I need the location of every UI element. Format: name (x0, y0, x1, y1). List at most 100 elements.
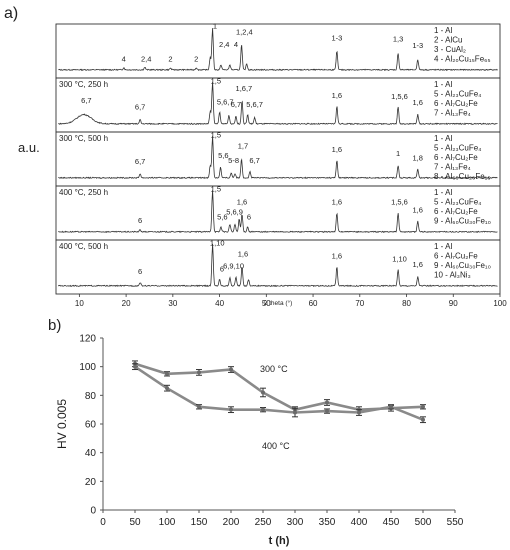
phase-legend-entry: 9 - Al₆₀Cu₃₀Fe₁₀ (434, 217, 491, 226)
phase-legend-entry: 2 - AlCu (434, 36, 462, 45)
xrd-panel: 12,4 41,2,41-3 1,31-34 2,4 2 21 - Al2 - AlCu3… (55, 21, 507, 308)
y-tick-label: 40 (85, 448, 97, 459)
peak-label: 4 (234, 40, 238, 49)
peak-label: 1,6 (332, 197, 342, 206)
x-tick-label: 150 (191, 517, 208, 528)
xrd-x-axis-label: 2 theta (°) (264, 299, 293, 307)
peak-label: 5,6,7 (217, 98, 234, 107)
phase-legend-entry: 1 - Al (434, 134, 452, 143)
data-point (325, 409, 329, 414)
y-tick-label: 120 (79, 334, 96, 345)
peak-label: 1,7 (238, 142, 248, 151)
phase-legend-entry: 3 - CuAl₂ (434, 45, 466, 54)
x-tick-label: 350 (319, 517, 336, 528)
x-tick-label: 0 (100, 517, 106, 528)
peak-label: 2,4 (219, 40, 229, 49)
peak-label: 1,8 (413, 153, 423, 162)
panel-a-ylabel: a.u. (18, 140, 40, 155)
peak-label: 1 (213, 21, 217, 30)
phase-legend-entry: 6 - Al₇Cu₂Fe (434, 252, 478, 261)
y-tick-label: 80 (85, 391, 97, 402)
y-tick-label: 20 (85, 477, 97, 488)
peak-label: 1,6,7 (236, 84, 253, 93)
data-point (261, 407, 265, 412)
peak-label: 6,7 (135, 157, 145, 166)
phase-legend-entry: 9 - Al₆₀Cu₃₀Fe₁₀ (434, 261, 491, 270)
peak-label: 1,6 (413, 260, 423, 269)
peak-label: 6,7 (249, 156, 259, 165)
data-point (229, 407, 233, 412)
peak-label: 4 (122, 55, 126, 64)
xrd-x-tick-label: 10 (75, 299, 84, 308)
xrd-x-tick-label: 20 (122, 299, 131, 308)
peak-label: 2,4 (141, 55, 151, 64)
xrd-pattern-line (58, 135, 498, 180)
peak-label: 6,7 (231, 100, 241, 109)
peak-label: 1,5 (211, 76, 221, 85)
phase-legend-entry: 7 - Al₁₃Fe₄ (434, 163, 471, 172)
peak-label: 1,5 (211, 184, 221, 193)
phase-legend-entry: 10 - Al₃Ni₃ (434, 271, 471, 280)
peak-label: 1,10 (210, 238, 225, 247)
series-label: 300 °C (260, 364, 288, 374)
phase-legend-entry: 6 - Al₇Cu₂Fe (434, 153, 478, 162)
data-point (165, 386, 169, 391)
peak-label: 6,7 (81, 96, 91, 105)
panel-a-label: a) (4, 5, 18, 22)
data-point (325, 400, 329, 405)
x-tick-label: 300 (287, 517, 304, 528)
peak-label: 1,5 (211, 130, 221, 139)
peak-label: 5,6,7 (246, 100, 263, 109)
phase-legend-entry: 1 - Al (434, 188, 452, 197)
xrd-pattern-line (58, 190, 498, 234)
peak-label: 1,10 (392, 255, 407, 264)
peak-label: 1,6 (237, 197, 247, 206)
peak-label: 5-8 (228, 156, 239, 165)
data-point (261, 390, 265, 395)
y-tick-label: 100 (79, 362, 96, 373)
xrd-x-tick-label: 40 (215, 299, 224, 308)
phase-legend-entry: 6 - Al₇Cu₂Fe (434, 99, 478, 108)
phase-legend-entry: 8 - Al₆₅Cu₂₀Fe₁₅ (434, 172, 491, 181)
peak-label: 1,5,6 (391, 92, 408, 101)
peak-label: 6,9,10 (223, 261, 244, 270)
phase-legend-entry: 1 - Al (434, 80, 452, 89)
peak-label: 5,6 (217, 212, 227, 221)
xrd-x-tick-label: 70 (355, 299, 364, 308)
pattern-frame (55, 239, 501, 295)
x-tick-label: 550 (447, 517, 464, 528)
phase-legend-entry: 7 - Al₁₃Fe₄ (434, 109, 471, 118)
peak-label: 1,3 (393, 34, 403, 43)
peak-label: 1-3 (412, 41, 423, 50)
peak-label: 6 (220, 264, 224, 273)
xrd-pattern-line (58, 81, 498, 126)
x-tick-label: 50 (129, 517, 141, 528)
peak-label: 6 (138, 216, 142, 225)
data-point (229, 367, 233, 372)
pattern-condition: 300 °C, 500 h (59, 134, 108, 143)
hardness-chart: 0 20 40 60 80 100 120 0 50 100 150 200 250 300 350 400 4… (55, 334, 464, 548)
xrd-x-tick-label: 80 (402, 299, 411, 308)
peak-label: 1,2,4 (236, 28, 253, 37)
data-point (357, 410, 361, 415)
peak-label: 1,5,6 (391, 197, 408, 206)
pattern-condition: 400 °C, 500 h (59, 242, 108, 251)
y-tick-label: 0 (90, 506, 96, 517)
peak-label: 1 (396, 149, 400, 158)
phase-legend-entry: 1 - Al (434, 242, 452, 251)
phase-legend-entry: 5 - Al₂₃CuFe₄ (434, 90, 481, 99)
phase-legend-entry: 5 - Al₂₃CuFe₄ (434, 198, 481, 207)
data-point (197, 404, 201, 409)
peak-label: 6,7 (135, 102, 145, 111)
peak-label: 1,6 (332, 251, 342, 260)
data-point (133, 364, 137, 369)
peak-label: 5,6,9 (226, 207, 243, 216)
peak-label: 1,6 (332, 145, 342, 154)
peak-label: 1,6 (238, 250, 248, 259)
data-point (389, 404, 393, 409)
y-axis-label: HV 0.005 (55, 399, 69, 449)
panel-b-label: b) (48, 317, 61, 334)
data-point (421, 417, 425, 422)
x-tick-label: 400 (351, 517, 368, 528)
